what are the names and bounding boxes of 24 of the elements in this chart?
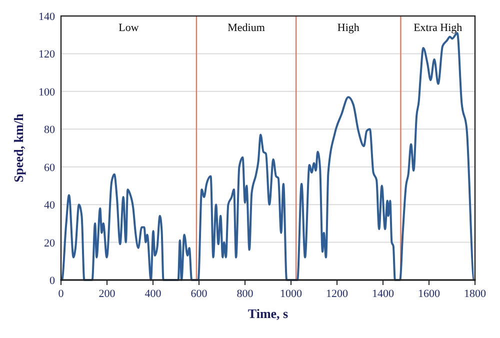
x-tick-label: 0 — [58, 288, 64, 300]
y-tick-label: 40 — [44, 200, 56, 212]
x-tick-label: 1200 — [326, 288, 348, 300]
x-tick-label: 400 — [144, 288, 162, 300]
y-tick-label: 140 — [38, 11, 56, 23]
x-tick-label: 1800 — [464, 288, 486, 300]
x-tick-label: 1000 — [280, 288, 302, 300]
y-tick-label: 0 — [50, 275, 56, 287]
y-tick-label: 100 — [38, 86, 56, 98]
annotation: Low — [118, 22, 139, 34]
annotation: Extra High — [414, 22, 463, 34]
y-tick-label: 20 — [44, 237, 56, 250]
x-tick-label: 800 — [236, 288, 254, 300]
annotation: Medium — [228, 22, 266, 34]
x-axis-title: Time, s — [248, 306, 288, 321]
y-tick-label: 80 — [44, 124, 56, 136]
y-axis-title: Speed, km/h — [11, 112, 26, 182]
y-tick-label: 120 — [38, 48, 56, 61]
y-tick-label: 60 — [44, 162, 56, 174]
annotation: High — [337, 22, 360, 34]
x-tick-label: 200 — [98, 288, 116, 300]
x-tick-label: 600 — [190, 288, 208, 300]
x-tick-label: 1600 — [418, 288, 440, 300]
x-tick-label: 1400 — [372, 288, 394, 300]
